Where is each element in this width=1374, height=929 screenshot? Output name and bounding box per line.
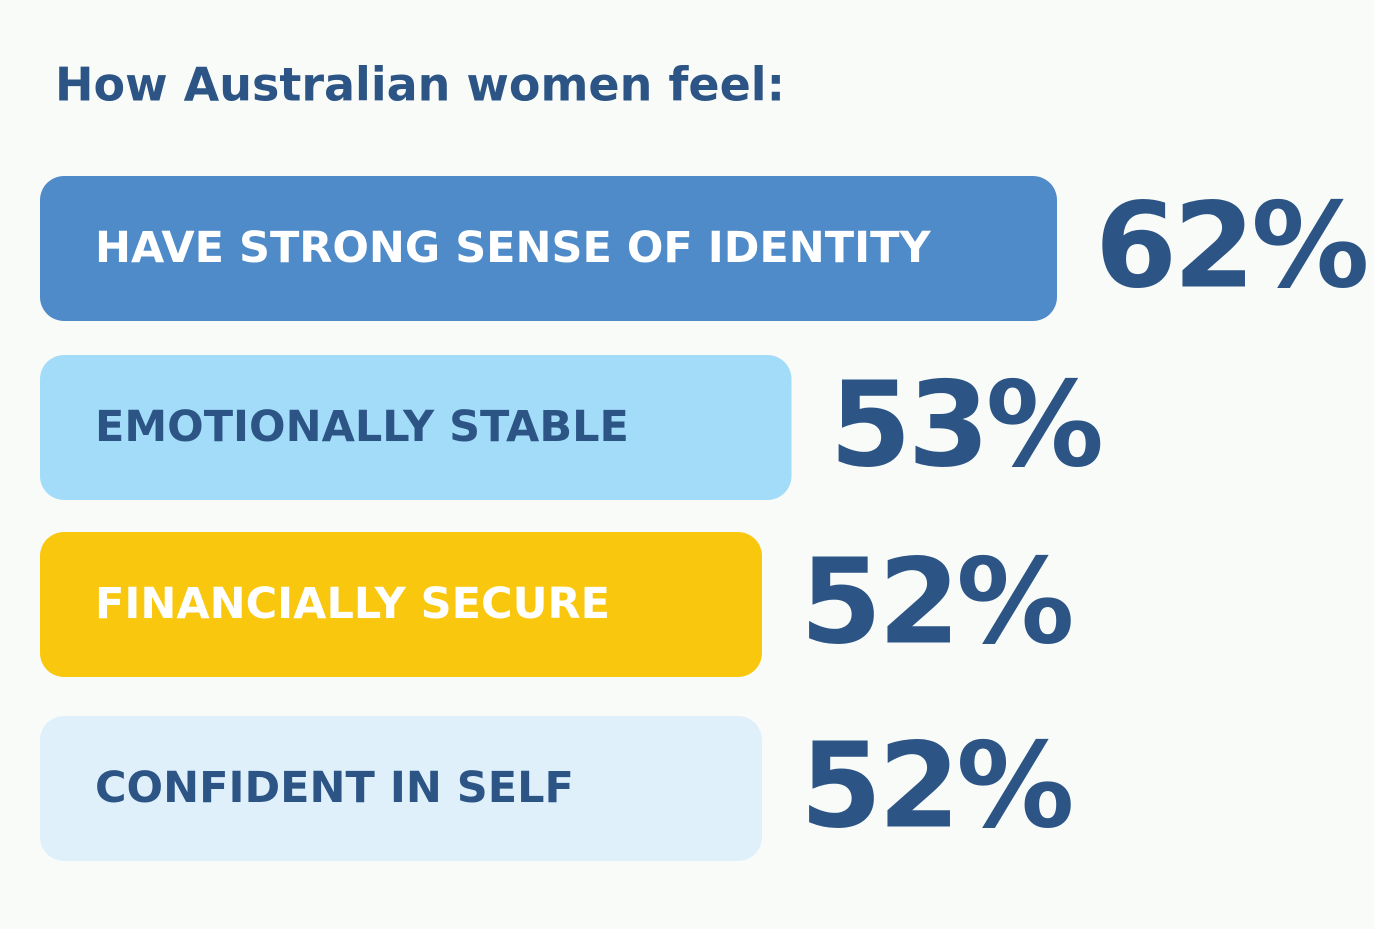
- bar: [40, 176, 1057, 321]
- category-label: HAVE STRONG SENSE OF IDENTITY: [95, 223, 931, 273]
- bar: [40, 532, 762, 677]
- category-label: CONFIDENT IN SELF: [95, 763, 574, 813]
- value-label: 52%: [800, 717, 1071, 855]
- value-label: 52%: [800, 533, 1071, 671]
- value-label: 62%: [1095, 177, 1366, 315]
- bar: [40, 355, 792, 500]
- chart-title: How Australian women feel:: [55, 58, 785, 112]
- bar: [40, 716, 762, 861]
- category-label: EMOTIONALLY STABLE: [95, 402, 629, 452]
- value-label: 53%: [830, 356, 1101, 494]
- category-label: FINANCIALLY SECURE: [95, 579, 610, 629]
